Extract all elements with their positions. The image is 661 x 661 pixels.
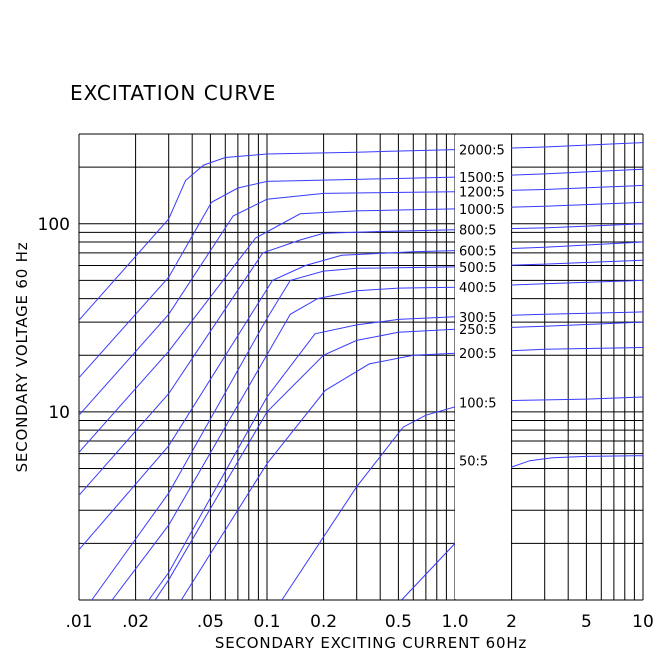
series-label: 400:5 [459, 281, 496, 296]
series-line-250-5 [154, 321, 644, 601]
x-tick-label: 0.2 [310, 612, 337, 632]
series-label: 2000:5 [459, 144, 505, 159]
series-line-200-5 [180, 347, 644, 601]
series-line-1500-5 [78, 168, 644, 379]
x-tick-label: 1.0 [441, 612, 468, 632]
grid [78, 133, 644, 601]
x-tick-label: 0.1 [253, 612, 280, 632]
y-tick-label: 100 [38, 215, 70, 235]
x-tick-labels: .01 .02 .05 0.1 0.2 0.5 1.0 2 5 10 [65, 612, 653, 632]
y-tick-labels: 10 100 [38, 215, 70, 423]
series-label: 1500:5 [459, 171, 505, 186]
series-label-column [455, 135, 511, 599]
x-tick-label: .01 [65, 612, 92, 632]
x-tick-label: 10 [632, 612, 654, 632]
series-label: 200:5 [459, 347, 496, 362]
y-tick-label: 10 [48, 403, 70, 423]
y-axis-label: SECONDARY VOLTAGE 60 Hz [13, 242, 31, 473]
series-label: 600:5 [459, 245, 496, 260]
x-axis-label: SECONDARY EXCITING CURRENT 60Hz [215, 634, 527, 652]
series-curves [78, 135, 644, 601]
series-line-100-5 [281, 396, 644, 601]
series-line-50-5 [401, 455, 644, 601]
series-label: 50:5 [459, 455, 488, 470]
series-line-800-5 [78, 223, 644, 496]
series-line-400-5 [111, 279, 644, 601]
x-tick-label: 2 [506, 612, 517, 632]
x-tick-label: .05 [197, 612, 224, 632]
series-label: 250:5 [459, 323, 496, 338]
series-label: 100:5 [459, 397, 496, 412]
x-tick-label: 5 [581, 612, 592, 632]
x-tick-label: .02 [122, 612, 149, 632]
series-label: 500:5 [459, 261, 496, 276]
series-line-1200-5 [78, 184, 644, 416]
series-line-300-5 [148, 311, 644, 601]
chart-title: EXCITATION CURVE [70, 81, 276, 105]
series-line-1000-5 [78, 201, 644, 453]
series-label: 800:5 [459, 224, 496, 239]
series-line-500-5 [91, 259, 644, 601]
series-label: 300:5 [459, 311, 496, 326]
series-label: 1200:5 [459, 186, 505, 201]
series-line-600-5 [78, 241, 644, 551]
series-line-2000-5 [78, 142, 644, 321]
series-label: 1000:5 [459, 203, 505, 218]
x-tick-label: 0.5 [385, 612, 412, 632]
